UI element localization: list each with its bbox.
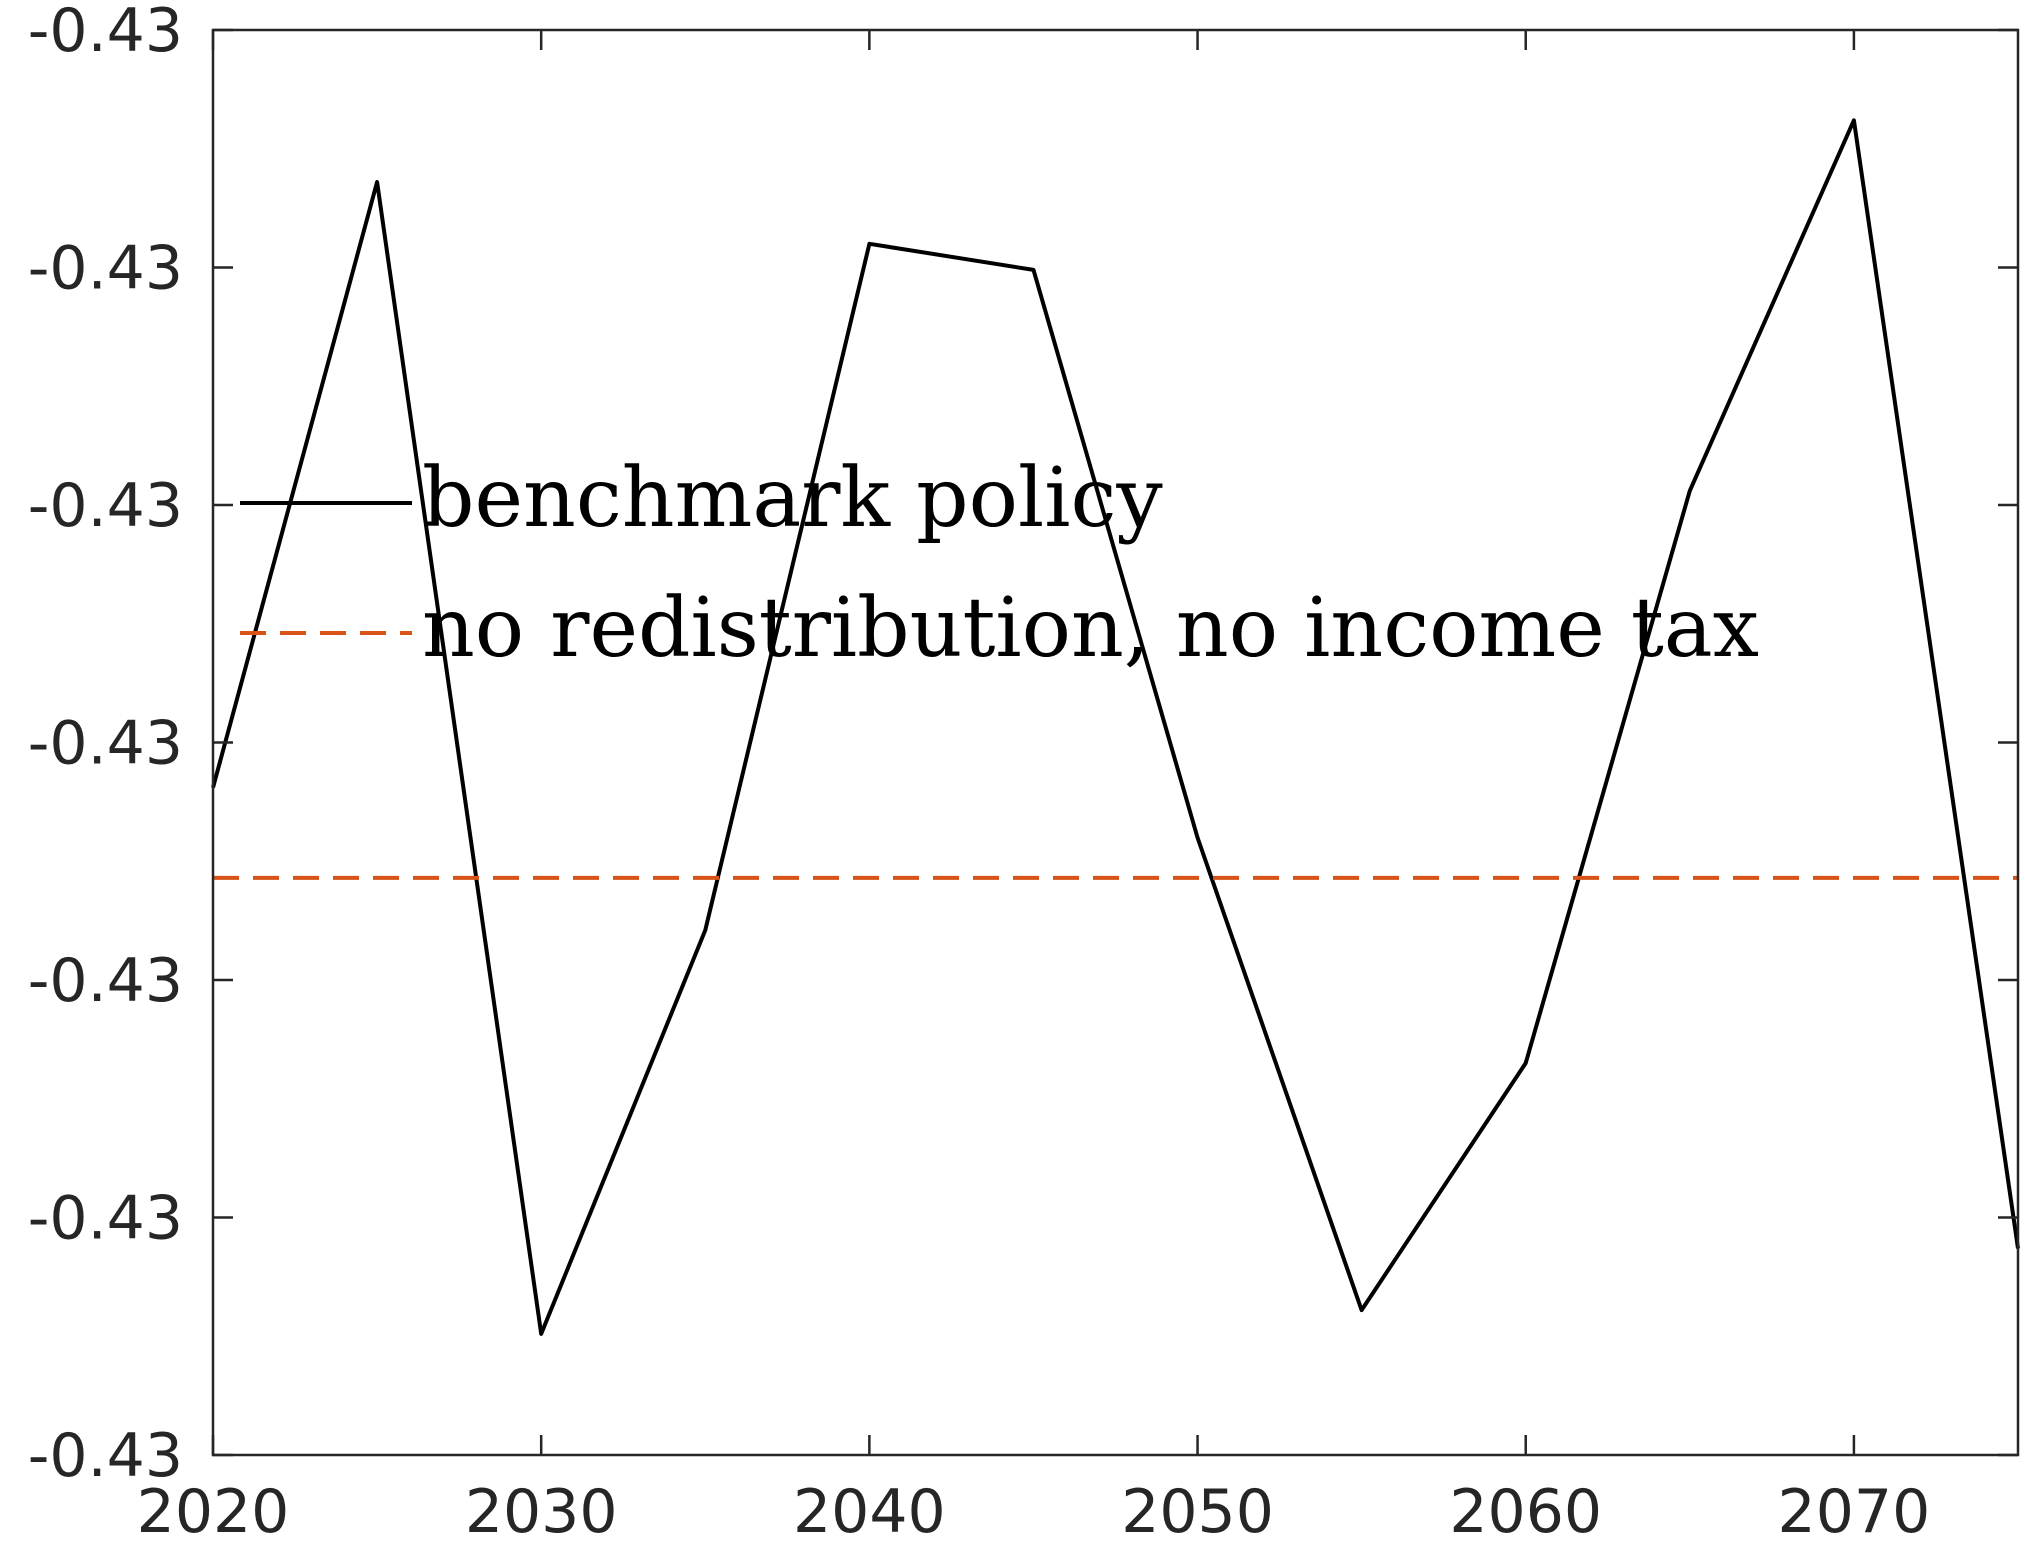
- y-tick-label: -0.43: [28, 0, 183, 66]
- y-tick-label: -0.43: [28, 1421, 183, 1491]
- legend: benchmark policy no redistribution, no in…: [240, 451, 1759, 676]
- x-tick-label: 2050: [1121, 1477, 1274, 1547]
- y-tick-label: -0.43: [28, 709, 183, 779]
- legend-label-2: no redistribution, no income tax: [422, 581, 1759, 676]
- y-tick-label: -0.43: [28, 471, 183, 541]
- x-tick-label: 2060: [1449, 1477, 1602, 1547]
- y-tick-label: -0.43: [28, 946, 183, 1016]
- series-layer: [211, 118, 2020, 1336]
- legend-label-1: benchmark policy: [422, 451, 1163, 546]
- series-line-1: [211, 118, 2020, 1336]
- y-axis-ticks: -0.43 -0.43 -0.43 -0.43 -0.43 -0.43 -0.43: [28, 0, 2018, 1491]
- x-tick-label: 2020: [137, 1477, 290, 1547]
- y-tick-label: -0.43: [28, 1184, 183, 1254]
- x-axis-ticks: 2020 2030 2040 2050 2060 2070: [137, 30, 1931, 1547]
- x-tick-label: 2070: [1778, 1477, 1931, 1547]
- y-tick-label: -0.43: [28, 234, 183, 304]
- x-tick-label: 2040: [793, 1477, 946, 1547]
- x-tick-label: 2030: [465, 1477, 618, 1547]
- plot-area: [213, 30, 2018, 1455]
